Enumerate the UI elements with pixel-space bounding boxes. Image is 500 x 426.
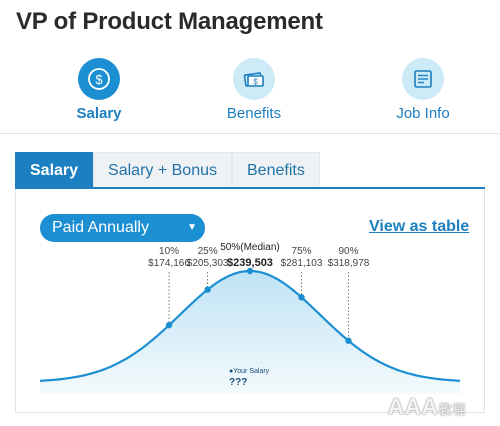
nav-label-salary: Salary — [76, 105, 122, 122]
nav-label-job-info: Job Info — [396, 105, 450, 122]
salary-tabs: Salary Salary + Bonus Benefits — [15, 152, 320, 188]
nav-label-benefits: Benefits — [226, 105, 282, 122]
your-salary-label: ●Your Salary — [229, 368, 270, 375]
view-as-table-link[interactable]: View as table — [369, 218, 470, 235]
pay-period-dropdown[interactable]: Paid Annually ▼ — [40, 214, 205, 242]
svg-text:$: $ — [253, 78, 258, 87]
dollar-circle-icon: $ — [78, 58, 120, 100]
nav-item-job-info[interactable]: Job Info — [368, 58, 478, 122]
percentile-value-1: $205,303 — [187, 258, 229, 269]
tab-salary-bonus[interactable]: Salary + Bonus — [93, 152, 232, 188]
percentile-label-4: 90% — [338, 246, 358, 257]
percentile-point-1 — [204, 286, 211, 293]
tab-salary[interactable]: Salary — [15, 152, 94, 188]
distribution-area — [40, 271, 460, 394]
percentile-point-0 — [165, 321, 173, 329]
median-salary-value: $239,503 — [227, 257, 273, 269]
nav-item-benefits[interactable]: $ Benefits — [199, 58, 309, 122]
top-nav: $ Salary $ Benefits Job Info — [0, 58, 500, 134]
watermark: AAA教程 — [388, 394, 467, 420]
median-percentile-label: 50%(Median) — [220, 242, 279, 253]
page-title: VP of Product Management — [16, 8, 323, 35]
percentile-markers: 10%$174,166 25%$205,303 75%$281,103 90%$318… — [148, 246, 370, 344]
cash-icon: $ — [233, 58, 275, 100]
document-icon — [402, 58, 444, 100]
your-salary-text: Your Salary — [233, 368, 269, 375]
watermark-suffix: 教程 — [438, 402, 467, 417]
percentile-point-4 — [345, 337, 352, 344]
percentile-label-0: 10% — [159, 246, 179, 257]
svg-text:$: $ — [95, 72, 103, 87]
percentile-value-3: $281,103 — [281, 258, 323, 269]
tab-benefits[interactable]: Benefits — [232, 152, 320, 188]
nav-item-salary[interactable]: $ Salary — [44, 58, 154, 122]
chevron-down-icon: ▼ — [187, 222, 197, 233]
percentile-value-0: $174,166 — [148, 258, 190, 269]
your-salary-bullet: ● — [229, 368, 233, 375]
watermark-text: AAA — [388, 394, 439, 419]
percentile-label-1: 25% — [198, 246, 218, 257]
percentile-label-3: 75% — [292, 246, 312, 257]
pay-period-value: Paid Annually — [52, 219, 149, 236]
your-salary-value: ??? — [229, 377, 247, 388]
tabs-underline — [15, 187, 485, 189]
percentile-point-2 — [246, 267, 254, 275]
percentile-value-4: $318,978 — [328, 258, 370, 269]
percentile-point-3 — [298, 294, 305, 301]
